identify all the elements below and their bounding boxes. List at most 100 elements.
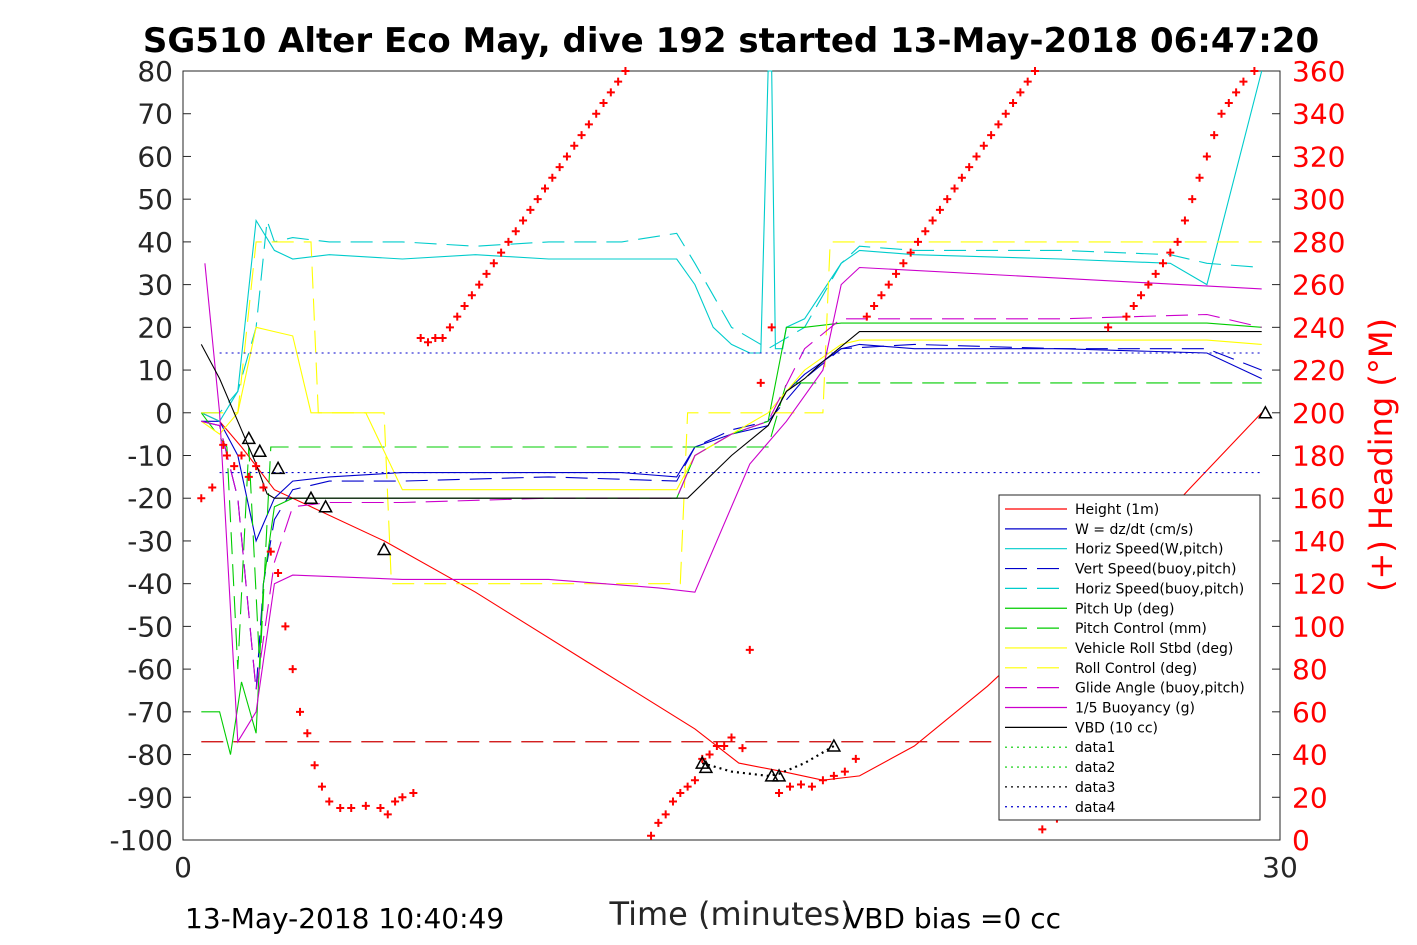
heading-point [829,771,838,780]
legend-label-vert-speed-buoy-pitch: Vert Speed(buoy,pitch) [1075,562,1237,578]
right-tick-label: 340 [1292,98,1345,131]
heading-point [219,440,228,449]
heading-point [705,750,714,759]
heading-point [1023,77,1032,86]
heading-point [208,483,217,492]
heading-point [972,152,981,161]
heading-point [807,782,816,791]
heading-point [423,338,432,347]
heading-point [445,323,454,332]
x-axis-label: Time (minutes) [609,895,853,933]
triangle-marker [1258,405,1273,419]
legend-label-data4: data4 [1075,800,1116,816]
heading-point [1151,269,1160,278]
heading-point [1038,825,1047,834]
heading-point [647,831,656,840]
heading-point [1122,312,1131,321]
right-tick-label: 0 [1292,824,1310,857]
heading-point [899,259,908,268]
heading-point [862,312,871,321]
series-line-horiz-speed-buoy-pitch [201,220,1262,414]
heading-point [943,195,952,204]
right-tick-label: 260 [1292,269,1345,302]
heading-point [1158,259,1167,268]
heading-point [1188,195,1197,204]
right-tick-label: 320 [1292,140,1345,173]
heading-point [796,780,805,789]
heading-point [237,451,246,460]
legend-label-height-1m: Height (1m) [1075,502,1159,518]
heading-point [570,141,579,150]
right-tick-label: 200 [1292,397,1345,430]
right-tick-label: 120 [1292,568,1345,601]
heading-point [431,334,440,343]
heading-point [252,462,261,471]
heading-point [965,163,974,172]
heading-point [756,378,765,387]
y-tick-label: 70 [137,98,173,131]
heading-point [230,462,239,471]
legend-label-data3: data3 [1075,780,1115,796]
heading-point [347,803,356,812]
heading-point [519,216,528,225]
heading-point [548,173,557,182]
legend-label-roll-control-deg: Roll Control (deg) [1075,661,1197,677]
y-tick-label: -20 [127,482,173,515]
triangle-marker [303,490,319,504]
triangle-marker [241,430,257,445]
heading-point [1202,152,1211,161]
y-tick-label: -70 [127,696,173,729]
heading-point [577,131,586,140]
heading-point [1232,88,1241,97]
series-line-1-5-buoyancy-g [204,263,1262,744]
heading-layer [197,67,1259,840]
heading-point [361,801,370,810]
right-tick-label: 360 [1292,55,1345,88]
heading-point [460,301,469,310]
heading-point [661,810,670,819]
heading-point [840,767,849,776]
heading-point [1129,301,1138,310]
y-tick-label: -100 [109,824,173,857]
y-tick-label: 40 [137,226,173,259]
right-tick-label: 160 [1292,482,1345,515]
series-line-w-dz-dt-cm-s [201,343,1262,543]
heading-point [281,622,290,631]
right-axis-label: (+) Heading (°M) [1362,318,1400,592]
heading-point [562,152,571,161]
heading-point [1173,237,1182,246]
heading-point [928,216,937,225]
heading-point [533,195,542,204]
triangle-marker [698,759,714,774]
heading-point [1137,291,1146,300]
heading-point [884,280,893,289]
right-tick-label: 140 [1292,525,1345,558]
legend-label-vehicle-roll-stbd-deg: Vehicle Roll Stbd (deg) [1075,641,1233,657]
y-tick-label: -80 [127,739,173,772]
heading-point [274,568,283,577]
heading-point [467,291,476,300]
heading-point [376,803,385,812]
heading-point [489,259,498,268]
heading-point [511,227,520,236]
heading-point [599,99,608,108]
y-tick-label: 20 [137,311,173,344]
triangle-marker [764,768,779,782]
triangle-marker [318,499,333,513]
heading-point [950,184,959,193]
heading-point [541,184,550,193]
heading-point [1217,109,1226,118]
heading-point [504,237,513,246]
heading-point [197,494,206,503]
heading-point [870,301,879,310]
chart-title: SG510 Alter Eco May, dive 192 started 13… [143,21,1319,61]
heading-point [767,323,776,332]
series-line-glide-angle-buoy-pitch [201,313,1262,691]
series-line-vert-speed-buoy-pitch [201,343,1262,691]
axes-layer: 80706050403020100-10-20-30-40-50-60-70-8… [109,55,1345,884]
heading-point [288,665,297,674]
heading-point [296,707,305,716]
y-tick-label: -40 [127,568,173,601]
heading-point [614,77,623,86]
heading-point [1239,77,1248,86]
